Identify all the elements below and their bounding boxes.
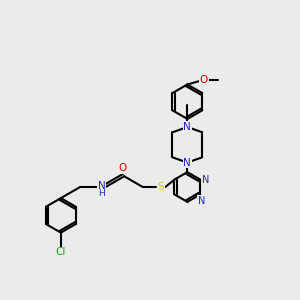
Text: N: N xyxy=(184,158,191,168)
Text: N: N xyxy=(198,196,206,206)
Text: H: H xyxy=(98,189,105,198)
Text: Cl: Cl xyxy=(56,247,66,257)
Text: S: S xyxy=(157,182,164,192)
Text: O: O xyxy=(200,75,208,85)
Text: N: N xyxy=(184,122,191,132)
Text: N: N xyxy=(98,181,105,191)
Text: O: O xyxy=(118,163,126,173)
Text: N: N xyxy=(202,175,210,184)
